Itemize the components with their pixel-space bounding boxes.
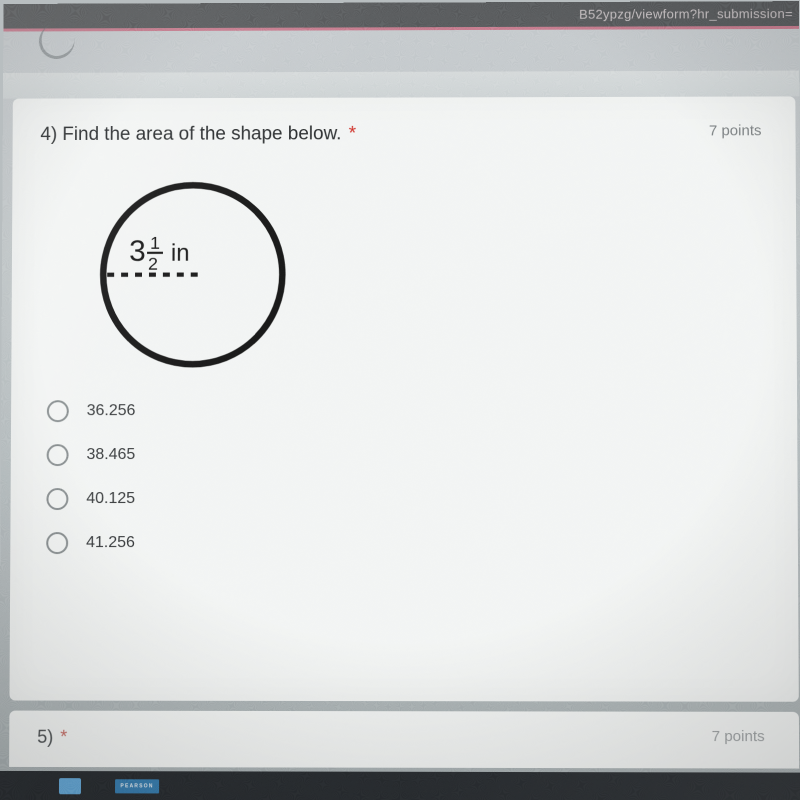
question-4-card: 4) Find the area of the shape below. * 7… xyxy=(9,96,798,701)
option-label: 38.465 xyxy=(86,446,135,464)
question-prompt-text: 4) Find the area of the shape below. xyxy=(40,123,341,145)
photo-of-screen: B52ypzg/viewform?hr_submission= 4) Find … xyxy=(0,1,800,800)
taskbar-app-icon[interactable] xyxy=(59,778,81,794)
question-5-text: 5) xyxy=(37,727,53,747)
option-a[interactable]: 36.256 xyxy=(47,400,769,422)
option-d[interactable]: 41.256 xyxy=(46,532,770,554)
pearson-label: PEARSON xyxy=(120,783,153,789)
radius-whole: 3 xyxy=(129,235,146,268)
question-header: 4) Find the area of the shape below. * 7… xyxy=(40,122,767,146)
radio-icon xyxy=(47,400,69,422)
option-b[interactable]: 38.465 xyxy=(47,444,770,466)
windows-taskbar: PEARSON xyxy=(0,771,800,800)
option-label: 41.256 xyxy=(86,534,135,552)
radio-icon xyxy=(46,488,68,510)
question-5-points: 7 points xyxy=(712,728,765,745)
points-label: 7 points xyxy=(709,122,762,139)
browser-url-bar: B52ypzg/viewform?hr_submission= xyxy=(3,1,799,31)
required-asterisk: * xyxy=(349,123,356,144)
radius-numer: 1 xyxy=(150,233,160,253)
form-background-gap xyxy=(3,71,799,99)
question-prompt: 4) Find the area of the shape below. * xyxy=(40,123,356,146)
radio-icon xyxy=(46,532,68,554)
required-asterisk: * xyxy=(60,727,67,747)
option-label: 36.256 xyxy=(87,402,136,420)
radius-unit: in xyxy=(171,240,190,267)
radius-denom: 2 xyxy=(148,254,158,274)
question-5-card: 5) * 7 points xyxy=(9,711,799,769)
circle-svg: 3 1 2 in xyxy=(93,173,293,372)
question-5-prompt: 5) * xyxy=(37,727,67,748)
circle-figure: 3 1 2 in xyxy=(93,173,293,372)
option-c[interactable]: 40.125 xyxy=(46,488,769,510)
radio-icon xyxy=(47,444,69,466)
options-group: 36.256 38.465 40.125 41.256 xyxy=(46,400,770,555)
option-label: 40.125 xyxy=(86,490,135,508)
taskbar-pearson-icon[interactable]: PEARSON xyxy=(115,779,159,793)
url-fragment: B52ypzg/viewform?hr_submission= xyxy=(579,6,793,22)
